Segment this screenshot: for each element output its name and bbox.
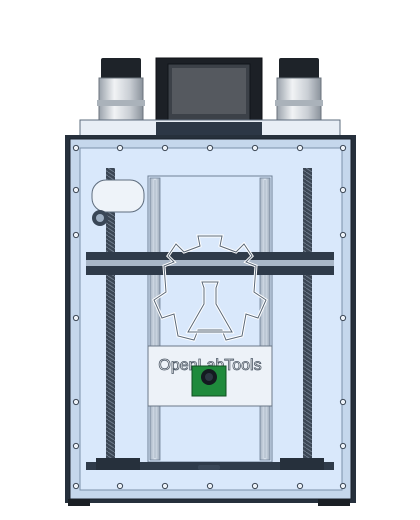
bolt-icon xyxy=(73,145,78,150)
bolt-icon xyxy=(297,483,302,488)
right-foot xyxy=(318,499,350,506)
bolt-icon xyxy=(73,232,78,237)
bolt-icon xyxy=(117,145,122,150)
door-handle xyxy=(198,465,220,470)
x-gantry xyxy=(86,252,334,275)
bolt-icon xyxy=(73,483,78,488)
bolt-icon xyxy=(252,145,257,150)
bolt-icon xyxy=(73,187,78,192)
bolt-icon xyxy=(162,483,167,488)
bolt-icon xyxy=(117,483,122,488)
bolt-icon xyxy=(73,315,78,320)
left-foot xyxy=(68,499,90,506)
bolt-icon xyxy=(252,483,257,488)
bolt-icon xyxy=(162,145,167,150)
bolt-icon xyxy=(207,483,212,488)
bolt-icon xyxy=(73,399,78,404)
right-lead-screw xyxy=(303,168,312,468)
bolt-icon xyxy=(297,145,302,150)
left-base-block xyxy=(96,458,140,470)
bolt-icon xyxy=(340,232,345,237)
right-base-block xyxy=(280,458,324,470)
bolt-icon xyxy=(340,187,345,192)
bolt-icon xyxy=(340,443,345,448)
bolt-icon xyxy=(340,315,345,320)
bolt-icon xyxy=(340,145,345,150)
left-lead-screw xyxy=(106,168,115,468)
camera-module-icon xyxy=(192,366,226,396)
bolt-icon xyxy=(340,399,345,404)
bolt-icon xyxy=(207,145,212,150)
top-shelf-bracket xyxy=(156,122,262,136)
bolt-icon xyxy=(340,483,345,488)
bolt-icon xyxy=(73,443,78,448)
